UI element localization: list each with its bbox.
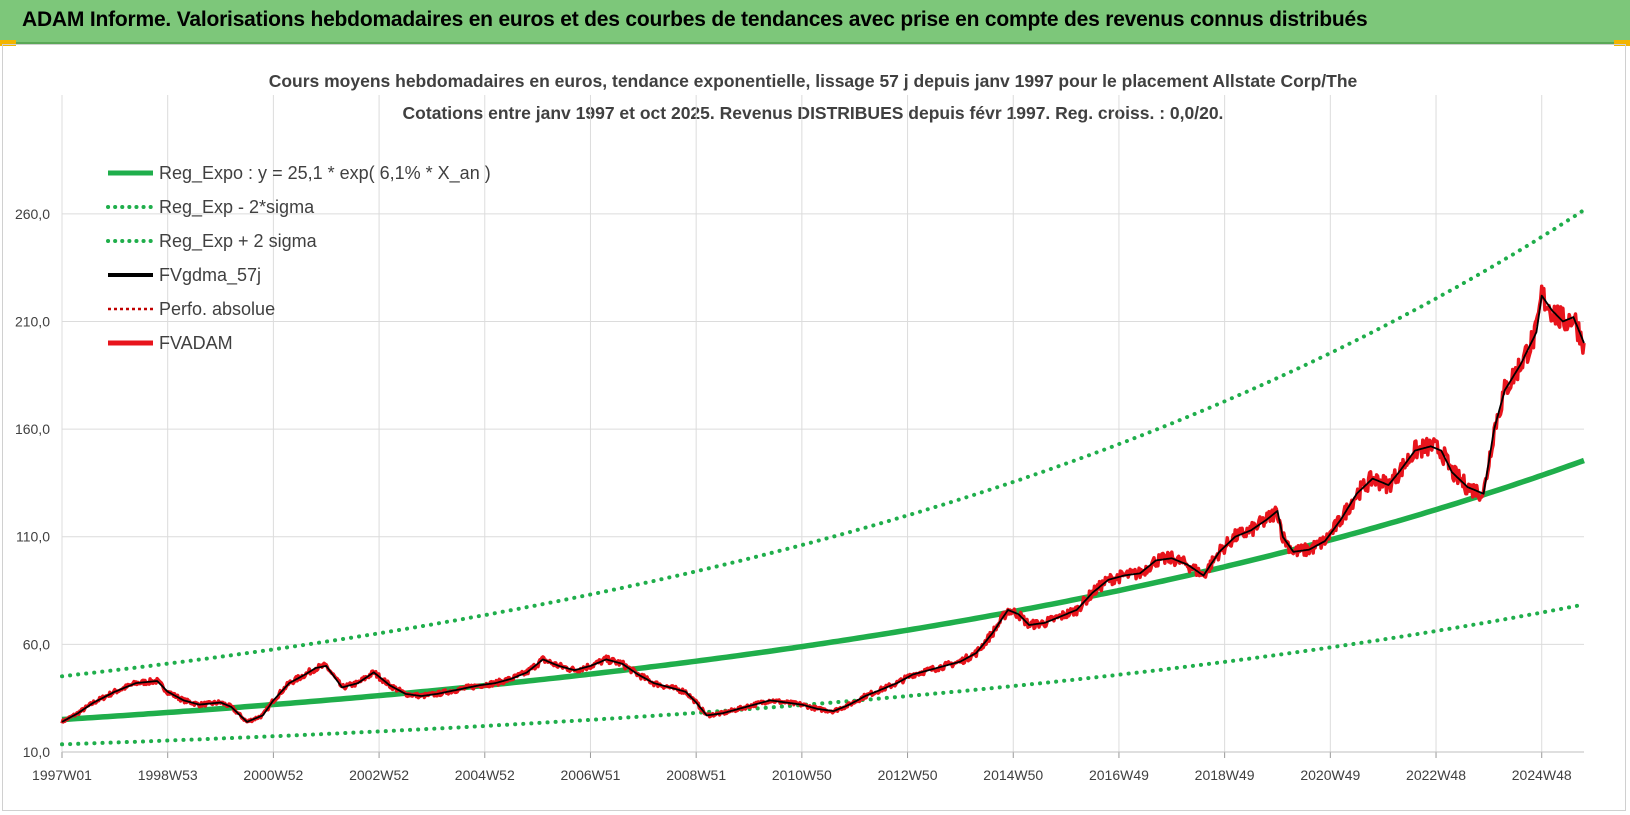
x-tick-label: 2000W52 bbox=[243, 767, 303, 783]
x-tick-label: 1998W53 bbox=[138, 767, 198, 783]
x-tick-label: 2002W52 bbox=[349, 767, 409, 783]
y-tick-label: 110,0 bbox=[16, 529, 50, 545]
banner-title: ADAM Informe. Valorisations hebdomadaire… bbox=[22, 8, 1368, 31]
legend-label: Reg_Expo : y = 25,1 * exp( 6,1% * X_an ) bbox=[159, 163, 491, 184]
x-tick-label: 2014W50 bbox=[983, 767, 1043, 783]
gridlines bbox=[61, 95, 1584, 753]
chart-frame bbox=[2, 44, 1626, 811]
chart-title: Cours moyens hebdomadaires en euros, ten… bbox=[269, 71, 1358, 91]
y-tick-label: 210,0 bbox=[15, 313, 50, 329]
x-tick-label: 2018W49 bbox=[1195, 767, 1255, 783]
series-fvgdma-57j bbox=[61, 294, 1585, 723]
legend-label: FVADAM bbox=[159, 333, 233, 353]
x-tick-label: 2020W49 bbox=[1300, 767, 1360, 783]
series-lower-band bbox=[60, 602, 1586, 747]
x-tick-label: 2008W51 bbox=[666, 767, 726, 783]
header-banner: ADAM Informe. Valorisations hebdomadaire… bbox=[0, 0, 1630, 44]
x-tick-label: 2024W48 bbox=[1512, 767, 1572, 783]
legend-label: Reg_Exp + 2 sigma bbox=[159, 231, 318, 252]
x-tick-label: 2012W50 bbox=[878, 767, 938, 783]
y-axis: 10,0 60,0 110,0 160,0 210,0 260,0 bbox=[15, 206, 50, 760]
x-tick-label: 2016W49 bbox=[1089, 767, 1149, 783]
x-tick-label: 2006W51 bbox=[561, 767, 621, 783]
legend-label: Reg_Exp - 2*sigma bbox=[159, 197, 315, 218]
x-tick-label: 1997W01 bbox=[32, 767, 92, 783]
corner-marker bbox=[1614, 40, 1630, 46]
legend-label: Perfo. absolue bbox=[159, 299, 275, 319]
y-tick-label: 160,0 bbox=[15, 421, 50, 437]
y-tick-label: 10,0 bbox=[23, 744, 50, 760]
y-tick-label: 60,0 bbox=[23, 636, 50, 652]
x-tick-label: 2022W48 bbox=[1406, 767, 1466, 783]
plot-area bbox=[60, 208, 1586, 747]
legend-label: FVgdma_57j bbox=[159, 265, 261, 286]
corner-marker bbox=[0, 40, 16, 46]
x-tick-label: 2010W50 bbox=[772, 767, 832, 783]
chart-subtitle: Cotations entre janv 1997 et oct 2025. R… bbox=[403, 103, 1224, 123]
legend: Reg_Expo : y = 25,1 * exp( 6,1% * X_an )… bbox=[106, 163, 491, 353]
series-upper-band bbox=[60, 208, 1586, 679]
y-tick-label: 260,0 bbox=[15, 206, 50, 222]
x-tick-label: 2004W52 bbox=[455, 767, 515, 783]
x-axis: 1997W01 1998W53 2000W52 2002W52 2004W52 2006W… bbox=[32, 751, 1584, 783]
series-fvadam bbox=[60, 284, 1586, 724]
